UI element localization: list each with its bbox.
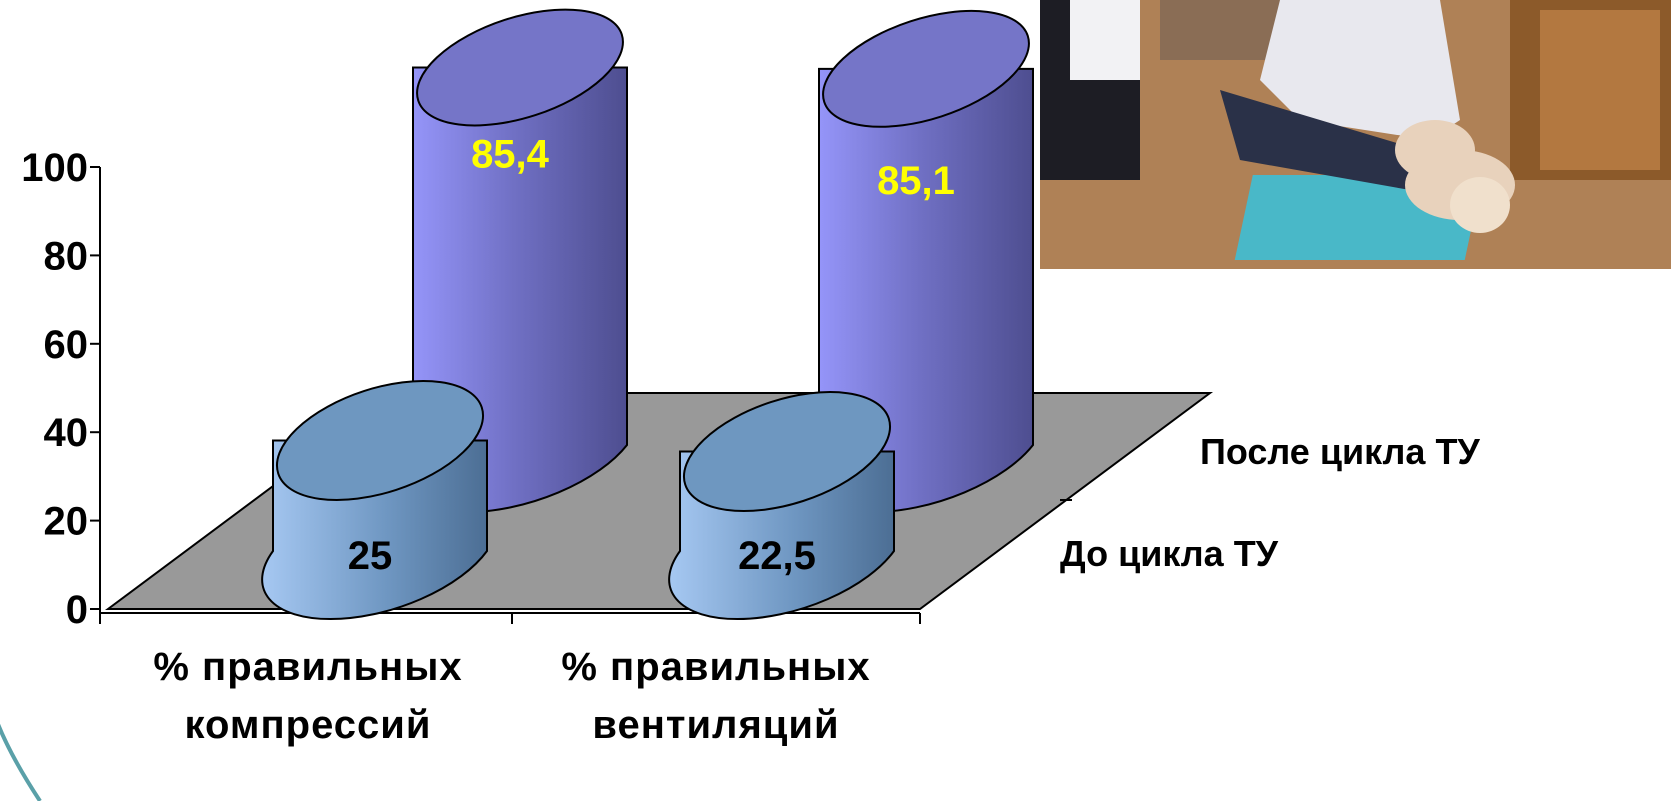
y-tick-label: 100 — [21, 146, 88, 190]
y-tick-label: 40 — [44, 411, 89, 455]
data-label: 85,4 — [471, 133, 550, 177]
photo-drawing — [1040, 0, 1671, 269]
photo-kneeling-person — [1260, 0, 1460, 140]
bar-top — [275, 380, 485, 501]
bar-0-1: 22,5 — [668, 391, 895, 621]
y-axis-ticks: 0 20 40 60 80 100 — [21, 146, 100, 632]
category-label-1b: компрессий — [185, 703, 432, 747]
y-tick-label: 20 — [44, 500, 89, 544]
data-label: 25 — [348, 534, 393, 578]
slide-decor-arc — [0, 723, 42, 801]
series-label-before: До цикла ТУ — [1060, 533, 1279, 574]
bar-0-0: 25 — [261, 380, 488, 621]
category-label-1a: % правильных — [153, 645, 462, 689]
bar-top — [416, 8, 624, 127]
series-before: 25 22,5 — [261, 380, 895, 621]
y-tick-label: 60 — [44, 323, 89, 367]
y-tick-label: 80 — [44, 234, 89, 278]
data-label: 22,5 — [738, 534, 816, 578]
bar-top — [822, 9, 1030, 128]
category-label-2a: % правильных — [561, 645, 870, 689]
category-label-2b: вентиляций — [592, 703, 839, 747]
bar-top — [682, 391, 892, 513]
series-label-after: После цикла ТУ — [1200, 431, 1480, 472]
cpr-training-photo — [1040, 0, 1671, 269]
data-label: 85,1 — [877, 159, 955, 203]
y-tick-label: 0 — [66, 588, 88, 632]
